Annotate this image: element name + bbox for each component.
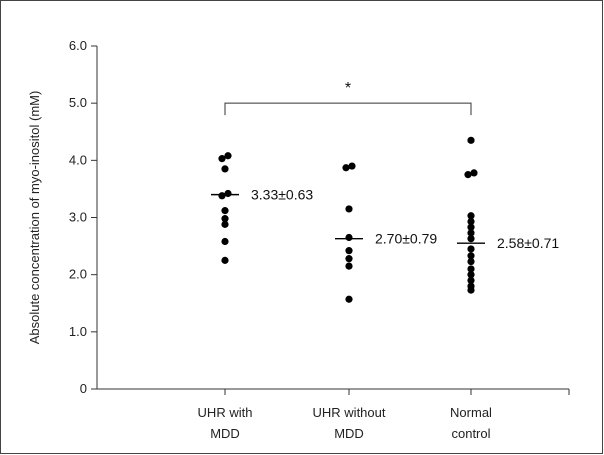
data-point [345, 262, 353, 270]
data-point [467, 212, 475, 220]
axes [91, 45, 570, 395]
y-tick-label: 2.0 [69, 267, 87, 282]
data-point [467, 252, 475, 260]
data-point [467, 217, 475, 226]
data-point [218, 192, 226, 200]
data-point [464, 171, 472, 179]
data-point [221, 165, 229, 173]
data-point [221, 207, 229, 215]
data-point [345, 205, 353, 213]
category-label-line: control [451, 426, 490, 441]
data-point [467, 245, 475, 253]
data-point [342, 164, 350, 172]
data-point [467, 235, 475, 243]
y-tick-label: 0 [80, 381, 87, 396]
group-3 [457, 136, 485, 294]
data-marks [211, 102, 485, 303]
data-point [467, 271, 475, 279]
data-point [467, 229, 475, 237]
category-label: UHR without MDD [313, 405, 386, 441]
y-tick-label: 4.0 [69, 152, 87, 167]
data-point [221, 220, 229, 228]
data-point [224, 152, 232, 160]
category-label-line: Normal [450, 405, 492, 420]
data-point [470, 169, 478, 177]
data-point [467, 265, 475, 273]
significance-bracket [224, 102, 472, 116]
data-point [467, 257, 475, 266]
data-point [467, 136, 475, 144]
data-point [467, 286, 475, 294]
y-tick-label: 6.0 [69, 38, 87, 53]
data-point [221, 215, 229, 223]
data-point [221, 256, 229, 264]
y-tick-label: 5.0 [69, 95, 87, 110]
data-point [467, 223, 475, 231]
data-point [345, 247, 353, 255]
data-point [218, 155, 226, 163]
data-point [345, 255, 353, 263]
category-label-line: MDD [334, 426, 364, 441]
significance-marker: * [345, 80, 351, 97]
data-point [467, 276, 475, 284]
data-point [345, 233, 353, 242]
mean-sd-annotation: 2.58±0.71 [497, 235, 559, 251]
category-label: UHR with MDD [198, 405, 253, 441]
data-point [345, 295, 353, 303]
y-tick-label: 1.0 [69, 324, 87, 339]
data-point [348, 162, 356, 170]
category-label-line: MDD [210, 426, 240, 441]
mean-sd-annotation: 3.33±0.63 [251, 187, 313, 203]
data-point [221, 237, 229, 246]
mean-sd-annotation: 2.70±0.79 [375, 231, 437, 247]
category-label: Normal control [450, 405, 492, 441]
y-tick-label: 3.0 [69, 210, 87, 225]
group-1 [211, 152, 239, 264]
group-2 [335, 162, 363, 303]
y-axis-label: Absolute concentration of myo-inositol (… [27, 91, 42, 345]
category-label-line: UHR without [313, 405, 386, 420]
category-label-line: UHR with [198, 405, 253, 420]
